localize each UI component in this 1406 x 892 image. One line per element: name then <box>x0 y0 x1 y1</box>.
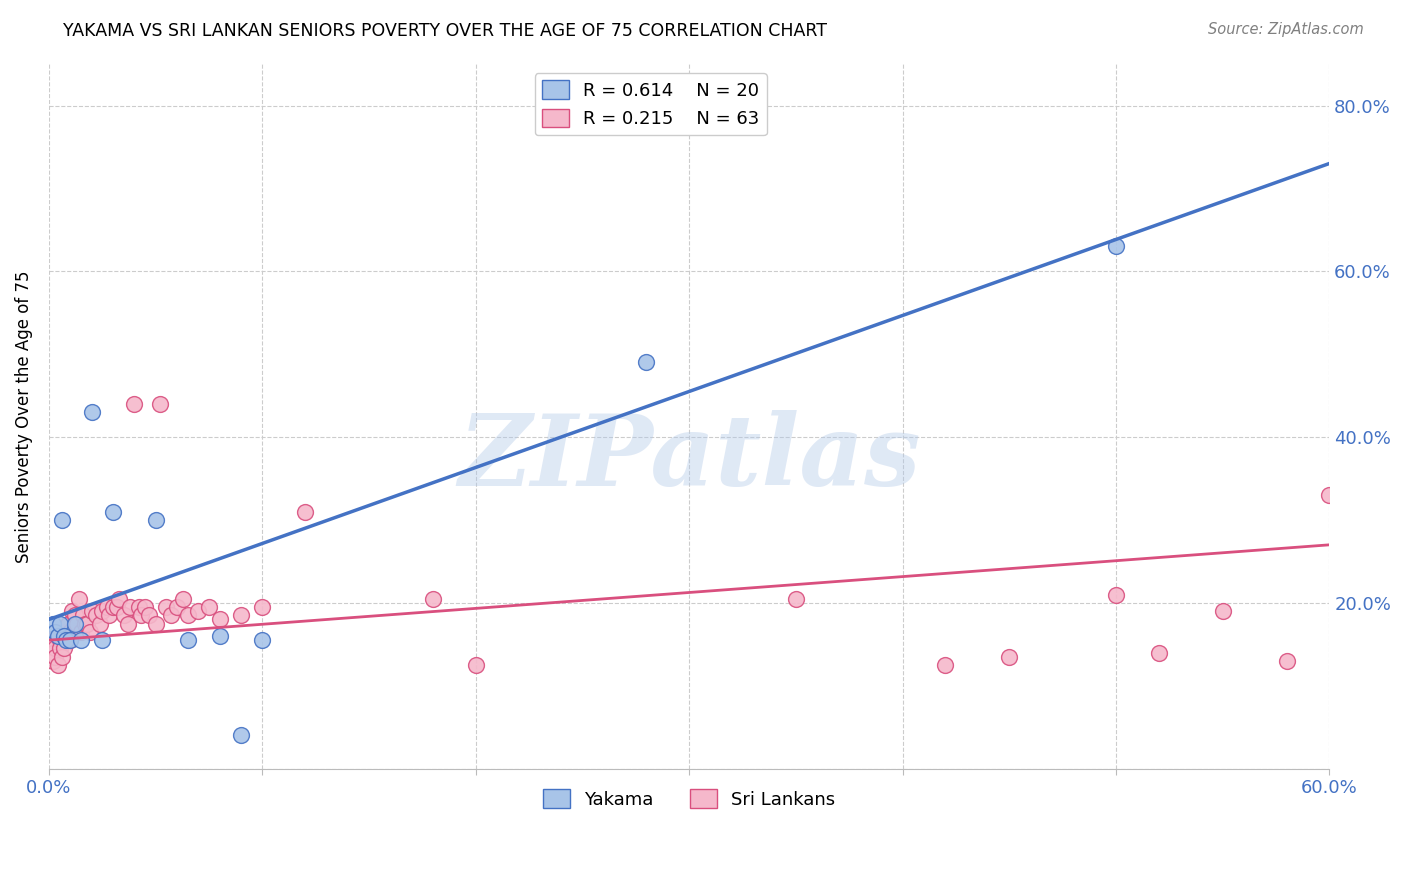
Point <box>59 633 82 648</box>
Point <box>1147 646 1170 660</box>
Legend: Yakama, Sri Lankans: Yakama, Sri Lankans <box>536 782 842 816</box>
Point <box>59 624 82 639</box>
Point <box>112 608 135 623</box>
Point <box>72 608 94 623</box>
Point <box>79 624 101 639</box>
Point <box>70 624 93 639</box>
Point <box>117 616 139 631</box>
Point <box>80 405 103 419</box>
Point <box>145 513 167 527</box>
Text: Source: ZipAtlas.com: Source: ZipAtlas.com <box>1208 22 1364 37</box>
Point <box>75 616 97 631</box>
Text: YAKAMA VS SRI LANKAN SENIORS POVERTY OVER THE AGE OF 75 CORRELATION CHART: YAKAMA VS SRI LANKAN SENIORS POVERTY OVE… <box>63 22 827 40</box>
Point <box>129 608 152 623</box>
Point <box>176 608 198 623</box>
Point <box>134 599 156 614</box>
Point <box>166 599 188 614</box>
Point <box>172 591 194 606</box>
Point <box>97 608 120 623</box>
Point <box>128 599 150 614</box>
Point <box>52 641 75 656</box>
Point <box>252 599 274 614</box>
Point <box>59 633 82 648</box>
Point <box>48 633 70 648</box>
Point <box>55 633 77 648</box>
Point <box>105 599 128 614</box>
Point <box>42 646 65 660</box>
Point <box>42 616 65 631</box>
Point <box>1105 239 1128 253</box>
Point <box>785 591 807 606</box>
Point <box>422 591 444 606</box>
Point <box>52 629 75 643</box>
Point <box>934 658 956 673</box>
Point <box>42 654 65 668</box>
Point <box>76 616 98 631</box>
Point <box>124 397 146 411</box>
Point <box>51 649 73 664</box>
Point <box>66 616 89 631</box>
Point <box>208 612 231 626</box>
Point <box>51 513 73 527</box>
Point <box>149 397 172 411</box>
Point <box>108 591 131 606</box>
Point <box>48 616 70 631</box>
Point <box>120 599 142 614</box>
Point <box>70 633 93 648</box>
Point <box>464 658 486 673</box>
Point <box>229 608 252 623</box>
Point <box>187 604 209 618</box>
Point <box>96 599 118 614</box>
Point <box>55 624 77 639</box>
Point <box>159 608 181 623</box>
Point <box>176 633 198 648</box>
Point <box>46 658 69 673</box>
Point <box>208 629 231 643</box>
Point <box>101 599 124 614</box>
Y-axis label: Seniors Poverty Over the Age of 75: Seniors Poverty Over the Age of 75 <box>15 270 32 563</box>
Point <box>252 633 274 648</box>
Point <box>84 608 107 623</box>
Point <box>229 729 252 743</box>
Point <box>145 616 167 631</box>
Point <box>1317 488 1340 502</box>
Point <box>138 608 160 623</box>
Point <box>294 505 316 519</box>
Point <box>56 616 79 631</box>
Point <box>44 641 66 656</box>
Point <box>44 649 66 664</box>
Point <box>80 604 103 618</box>
Point <box>91 633 114 648</box>
Point <box>63 616 86 631</box>
Point <box>636 355 658 369</box>
Point <box>46 629 69 643</box>
Point <box>101 505 124 519</box>
Point <box>89 616 111 631</box>
Point <box>48 641 70 656</box>
Point <box>63 608 86 623</box>
Point <box>67 591 90 606</box>
Point <box>39 633 62 648</box>
Point <box>198 599 221 614</box>
Point <box>44 624 66 639</box>
Point <box>998 649 1021 664</box>
Point <box>62 604 84 618</box>
Point <box>1105 588 1128 602</box>
Point <box>1212 604 1234 618</box>
Point <box>91 604 114 618</box>
Point <box>155 599 177 614</box>
Point <box>1275 654 1298 668</box>
Text: ZIPatlas: ZIPatlas <box>458 410 921 507</box>
